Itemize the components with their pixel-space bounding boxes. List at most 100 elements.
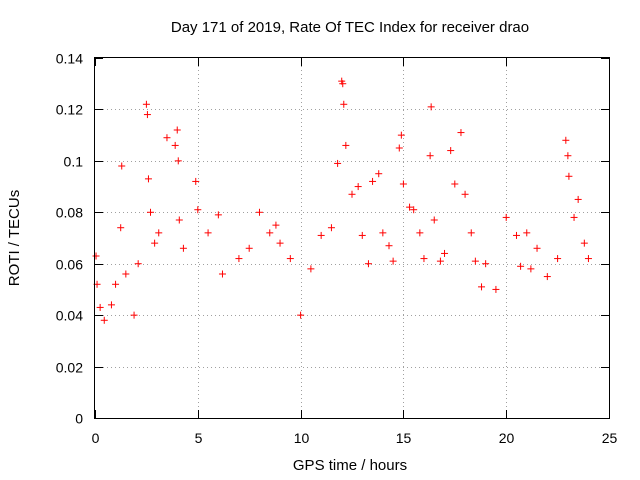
data-point [533,244,541,252]
x-axis-label: GPS time / hours [293,457,407,474]
data-point [354,183,362,191]
data-point [155,229,163,237]
data-point [214,211,222,219]
y-tick-label: 0.08 [56,205,83,221]
data-point [255,208,263,216]
data-point [389,257,397,265]
data-point [327,224,335,232]
data-point [565,172,573,180]
data-point [478,283,486,291]
data-point [482,260,490,268]
data-point [375,170,383,178]
data-point [410,206,418,214]
data-point [461,190,469,198]
data-point [471,257,479,265]
chart-title: Day 171 of 2019, Rate Of TEC Index for r… [171,19,529,36]
data-point [266,229,274,237]
data-point [436,257,444,265]
data-point [118,162,126,170]
data-point [204,229,212,237]
data-point [457,129,465,137]
data-point [379,229,387,237]
data-point [523,229,531,237]
data-point [100,316,108,324]
data-point [151,239,159,247]
data-point [171,141,179,149]
data-point [399,180,407,188]
data-point [235,255,243,263]
data-point [96,303,104,311]
y-tick-label: 0.04 [56,308,83,324]
data-point [297,311,305,319]
data-point [334,159,342,167]
data-point [416,229,424,237]
data-point [179,244,187,252]
data-point [467,229,475,237]
y-tick-label: 0 [75,411,83,427]
data-point [192,177,200,185]
data-point [348,190,356,198]
data-point [144,175,152,183]
axis-ticks: 0 0.02 0.04 0.06 0.08 0.1 0.12 0.14 0 5 10 15 20 25 [56,51,618,447]
data-point [527,265,535,273]
data-point [307,265,315,273]
data-point [174,157,182,165]
data-point [369,177,377,185]
data-point [286,255,294,263]
x-tick-label: 20 [499,430,515,446]
data-point [564,152,572,160]
data-point [420,255,428,263]
x-tick-label: 15 [396,430,412,446]
x-tick-label: 5 [195,430,203,446]
data-point [517,262,525,270]
data-point [342,141,350,149]
data-point [447,147,455,155]
data-point [272,221,280,229]
data-point [512,231,520,239]
y-tick-label: 0.1 [64,154,84,170]
data-point [397,131,405,139]
data-point [194,206,202,214]
data-point [276,239,284,247]
data-point [502,213,510,221]
data-point [580,239,588,247]
data-point [117,224,125,232]
y-tick-label: 0.06 [56,257,83,273]
data-point [562,136,570,144]
data-point [554,255,562,263]
data-point [584,255,592,263]
data-point [395,144,403,152]
y-tick-label: 0.02 [56,360,83,376]
data-point [451,180,459,188]
data-point [574,195,582,203]
data-point [570,213,578,221]
x-tick-label: 25 [602,430,618,446]
grid-lines [95,58,609,418]
x-tick-label: 0 [92,430,100,446]
x-tick-label: 10 [294,430,310,446]
data-point [339,80,347,88]
y-tick-label: 0.14 [56,51,83,67]
data-point [173,126,181,134]
data-point [543,273,551,281]
data-point [317,231,325,239]
data-point [163,134,171,142]
data-point [92,252,100,260]
data-point [112,280,120,288]
data-point [175,216,183,224]
data-point [358,231,366,239]
data-point [406,203,414,211]
data-point [430,216,438,224]
data-point [426,152,434,160]
data-point [364,260,372,268]
data-point [427,103,435,111]
data-point [143,111,151,119]
data-point [107,301,115,309]
y-tick-label: 0.12 [56,102,83,118]
data-point [134,260,142,268]
data-points [92,77,592,324]
data-point [385,242,393,250]
data-point [492,285,500,293]
data-point [122,270,130,278]
